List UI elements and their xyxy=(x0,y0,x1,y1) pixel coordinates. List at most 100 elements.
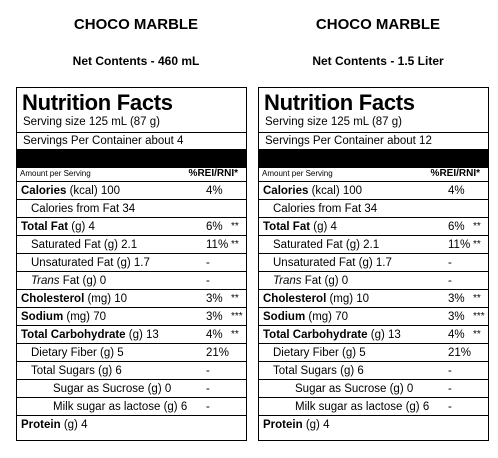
row-divider xyxy=(17,253,246,254)
nutrient-label-pre: Dietary Fiber (g) 5 xyxy=(273,347,366,359)
nutrient-label-bold: Protein xyxy=(21,419,61,431)
row-divider xyxy=(259,253,488,254)
nutrient-label-bold: Sodium xyxy=(21,311,64,323)
amount-per-serving-label: Amount per Serving xyxy=(20,169,91,178)
nutrient-row: Trans Fat (g) 0 - xyxy=(17,272,246,290)
serving-size: Serving size 125 mL (87 g) xyxy=(23,116,161,128)
nutrient-row: Dietary Fiber (g) 5 21% xyxy=(259,344,488,362)
nutrient-row: Total Fat (g) 4 6% ** xyxy=(17,218,246,236)
row-divider xyxy=(259,361,488,362)
nutrient-label: Calories from Fat 34 xyxy=(273,203,377,215)
row-divider xyxy=(17,199,246,200)
product-name: CHOCO MARBLE xyxy=(73,16,199,33)
nutrient-row: Saturated Fat (g) 2.1 11% ** xyxy=(17,236,246,254)
nutrient-row: Total Sugars (g) 6 - xyxy=(17,362,246,380)
nutrient-label-bold: Total Fat xyxy=(21,221,69,233)
nutrient-label-bold: Total Carbohydrate xyxy=(21,329,126,341)
nutrient-row: Protein (g) 4 xyxy=(17,416,246,434)
nutrition-facts-panel: Nutrition Facts Serving size 125 mL (87 … xyxy=(16,87,247,441)
daily-value-percent: - xyxy=(206,401,210,413)
footnote-marker: ** xyxy=(473,221,481,232)
footnote-marker: ** xyxy=(231,221,239,232)
nutrient-label-pre: Sugar as Sucrose (g) 0 xyxy=(53,383,172,395)
row-divider xyxy=(259,199,488,200)
row-divider xyxy=(17,379,246,380)
daily-value-percent: 11% xyxy=(448,239,471,251)
row-divider xyxy=(259,307,488,308)
nutrient-label-pre: Unsaturated Fat (g) 1.7 xyxy=(273,257,392,269)
daily-value-percent: 11% xyxy=(206,239,229,251)
nutrient-row: Protein (g) 4 xyxy=(259,416,488,434)
daily-value-percent: 4% xyxy=(206,185,223,197)
divider xyxy=(17,132,246,133)
panel-title: Nutrition Facts xyxy=(22,90,173,115)
nutrient-label-post: (mg) 70 xyxy=(63,311,106,323)
row-divider xyxy=(259,343,488,344)
nutrient-label: Total Carbohydrate (g) 13 xyxy=(21,329,159,341)
net-contents: Net Contents - 1.5 Liter xyxy=(312,54,444,68)
nutrient-label-post: (mg) 10 xyxy=(84,293,128,305)
nutrient-label: Dietary Fiber (g) 5 xyxy=(31,347,124,359)
nutrient-row: Trans Fat (g) 0 - xyxy=(259,272,488,290)
footnote-marker: ** xyxy=(231,239,239,250)
nutrient-label-pre: Dietary Fiber (g) 5 xyxy=(31,347,124,359)
nutrient-label: Total Fat (g) 4 xyxy=(21,221,95,233)
nutrient-label: Sugar as Sucrose (g) 0 xyxy=(53,383,171,395)
nutrient-label-bold: Cholesterol xyxy=(21,293,85,305)
nutrient-row: Cholesterol (mg) 10 3% ** xyxy=(17,290,246,308)
nutrient-label: Trans Fat (g) 0 xyxy=(31,275,106,287)
daily-value-percent: 3% xyxy=(206,293,223,305)
row-divider xyxy=(17,325,246,326)
net-contents: Net Contents - 460 mL xyxy=(72,54,200,68)
daily-value-percent: 4% xyxy=(448,329,465,341)
nutrient-label: Sodium (mg) 70 xyxy=(263,311,348,323)
nutrient-row: Calories from Fat 34 xyxy=(259,200,488,218)
nutrient-row: Calories from Fat 34 xyxy=(17,200,246,218)
nutrient-label-post: (kcal) 100 xyxy=(66,185,121,197)
row-divider xyxy=(259,181,488,182)
nutrient-label: Calories from Fat 34 xyxy=(31,203,135,215)
nutrient-label-post: (g) 4 xyxy=(310,221,337,233)
nutrient-row: Dietary Fiber (g) 5 21% xyxy=(17,344,246,362)
nutrient-label-pre: Saturated Fat (g) 2.1 xyxy=(31,239,138,251)
nutrient-label-bold: Total Fat xyxy=(263,221,311,233)
nutrient-label: Total Sugars (g) 6 xyxy=(273,365,364,377)
nutrient-row: Saturated Fat (g) 2.1 11% ** xyxy=(259,236,488,254)
daily-value-percent: - xyxy=(448,257,452,269)
nutrient-label-post: (g) 13 xyxy=(125,329,159,341)
footnote-marker: ** xyxy=(473,293,481,304)
nutrient-label-post: (kcal) 100 xyxy=(308,185,363,197)
nutrient-row: Calories (kcal) 100 4% xyxy=(259,182,488,200)
daily-value-percent: - xyxy=(448,401,452,413)
footnote-marker: ** xyxy=(231,329,239,340)
row-divider xyxy=(17,181,246,182)
row-divider xyxy=(259,271,488,272)
divider xyxy=(259,132,488,133)
nutrient-label-pre: Saturated Fat (g) 2.1 xyxy=(273,239,380,251)
rei-header: %REI/RNI* xyxy=(188,168,238,179)
servings-per-container: Servings Per Container about 4 xyxy=(23,135,184,147)
nutrient-row: Total Fat (g) 4 6% ** xyxy=(259,218,488,236)
nutrient-label-pre: Total Sugars (g) 6 xyxy=(273,365,364,377)
nutrient-label-pre: Fat (g) 0 xyxy=(301,275,349,287)
row-divider xyxy=(259,415,488,416)
nutrient-label-pre: Milk sugar as lactose (g) 6 xyxy=(53,401,188,413)
footnote-marker: *** xyxy=(231,311,243,322)
row-divider xyxy=(17,217,246,218)
row-divider xyxy=(17,235,246,236)
row-divider xyxy=(17,397,246,398)
nutrient-label: Cholesterol (mg) 10 xyxy=(21,293,127,305)
rei-header: %REI/RNI* xyxy=(430,168,480,179)
nutrient-label-pre: Calories from Fat 34 xyxy=(31,203,136,215)
amount-per-serving-label: Amount per Serving xyxy=(262,169,333,178)
nutrient-label-pre: Fat (g) 0 xyxy=(59,275,107,287)
nutrient-label: Milk sugar as lactose (g) 6 xyxy=(53,401,187,413)
nutrient-row: Total Carbohydrate (g) 13 4% ** xyxy=(17,326,246,344)
nutrient-row: Total Sugars (g) 6 - xyxy=(259,362,488,380)
footnote-marker: *** xyxy=(473,311,485,322)
daily-value-percent: - xyxy=(206,383,210,395)
nutrient-row: Calories (kcal) 100 4% xyxy=(17,182,246,200)
nutrient-label: Protein (g) 4 xyxy=(21,419,87,431)
nutrient-label: Total Sugars (g) 6 xyxy=(31,365,122,377)
nutrient-label-bold: Cholesterol xyxy=(263,293,327,305)
